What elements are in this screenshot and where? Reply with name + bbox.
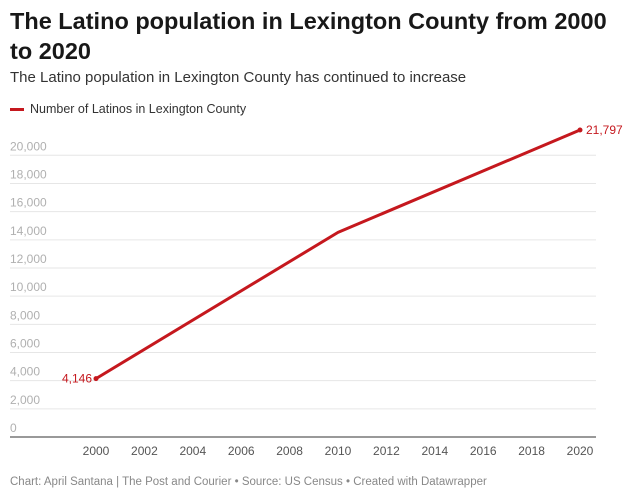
- data-label: 4,146: [62, 372, 92, 386]
- y-tick-label: 0: [10, 421, 17, 435]
- x-tick-label: 2020: [567, 444, 594, 458]
- chart-title: The Latino population in Lexington Count…: [10, 8, 607, 64]
- chart-footer: Chart: April Santana | The Post and Cour…: [10, 476, 487, 488]
- y-tick-label: 6,000: [10, 336, 40, 350]
- gridlines: [10, 154, 596, 438]
- x-tick-label: 2006: [228, 444, 255, 458]
- y-tick-label: 18,000: [10, 167, 47, 181]
- x-tick-label: 2008: [276, 444, 303, 458]
- x-tick-label: 2002: [131, 444, 158, 458]
- y-tick-label: 4,000: [10, 365, 40, 379]
- data-point: [93, 376, 99, 382]
- x-tick-label: 2012: [373, 444, 400, 458]
- y-tick-label: 14,000: [10, 224, 47, 238]
- y-tick-label: 16,000: [10, 196, 47, 210]
- y-tick-label: 2,000: [10, 393, 40, 407]
- legend: Number of Latinos in Lexington County: [10, 102, 246, 116]
- x-tick-label: 2016: [470, 444, 497, 458]
- series-lines: [93, 127, 583, 382]
- x-tick-label: 2014: [421, 444, 448, 458]
- y-tick-label: 12,000: [10, 252, 47, 266]
- data-point: [577, 127, 583, 133]
- chart-subtitle: The Latino population in Lexington Count…: [10, 69, 467, 86]
- data-labels: 4,146 21,797: [62, 123, 623, 386]
- y-tick-label: 8,000: [10, 308, 40, 322]
- series-line: [94, 128, 582, 381]
- legend-label: Number of Latinos in Lexington County: [30, 102, 247, 116]
- legend-swatch: [10, 107, 24, 111]
- y-tick-label: 20,000: [10, 139, 47, 153]
- x-tick-label: 2004: [179, 444, 206, 458]
- data-label: 21,797: [586, 123, 623, 137]
- x-tick-label: 2018: [518, 444, 545, 458]
- x-tick-label: 2000: [83, 444, 110, 458]
- x-tick-label: 2010: [325, 444, 352, 458]
- x-axis-ticks: 2000 2002 2004 2006 2008 2010 2012 2014 2016 2018…: [83, 444, 594, 458]
- y-axis-ticks: 0 2,000 4,000 6,000 8,000 10,000 12,000 14,000 1…: [10, 139, 47, 435]
- y-tick-label: 10,000: [10, 280, 47, 294]
